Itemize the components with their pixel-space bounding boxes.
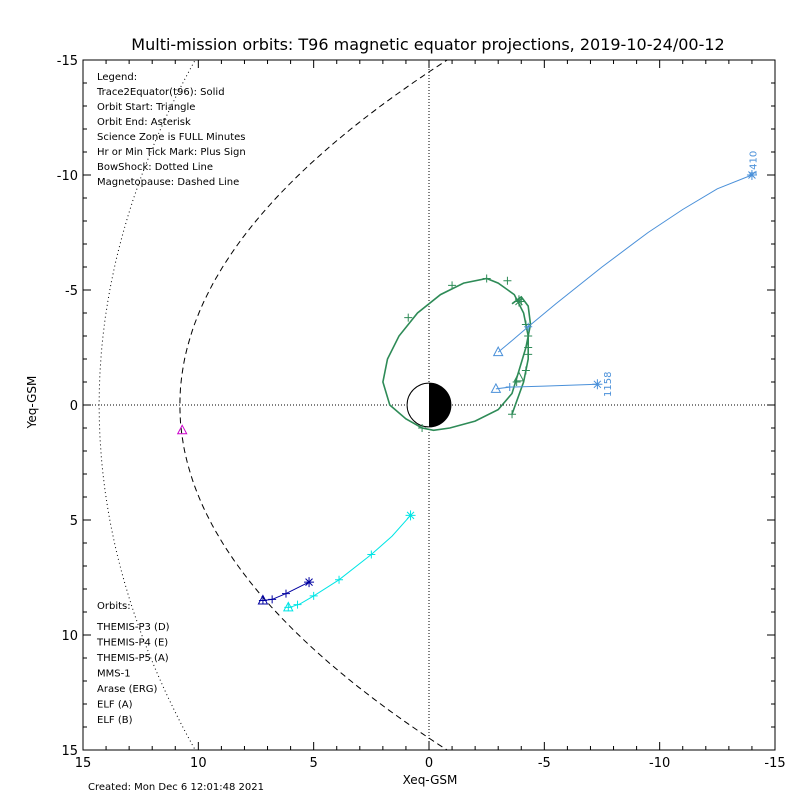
series-0-end-marker	[405, 510, 416, 521]
series-3-tick-mark-9	[418, 424, 427, 432]
legend-line-5: Hr or Min Tick Mark: Plus Sign	[97, 147, 246, 158]
series-1-tick-mark-1	[268, 595, 277, 604]
x-tick-label: 10	[190, 756, 207, 771]
legend-line-0: Legend:	[97, 72, 137, 83]
x-tick-label: -10	[649, 756, 670, 771]
y-tick-label: -15	[57, 54, 78, 69]
plot-content	[83, 60, 775, 750]
x-tick-label: 15	[75, 756, 92, 771]
series-3-end-marker	[513, 296, 524, 307]
created-text: Created: Mon Dec 6 12:01:48 2021	[88, 782, 264, 793]
orbits-header: Orbits:	[97, 601, 131, 612]
series-3-start-marker	[513, 371, 525, 382]
orbit-time-annotation-0: 1410	[749, 151, 760, 176]
legend-line-1: Trace2Equator(t96): Solid	[96, 87, 225, 98]
series-3-tick-mark-1	[521, 366, 530, 375]
y-tick-label: 0	[70, 399, 78, 414]
series-3-tick-mark-12	[524, 332, 533, 340]
orbit-legend-entry-6: ELF (B)	[97, 715, 133, 726]
series-0-start-marker	[282, 601, 294, 612]
chart-title: Multi-mission orbits: T96 magnetic equat…	[131, 35, 724, 54]
series-3-tick-mark-5	[503, 276, 512, 285]
orbit-time-annotation-1: 1158	[603, 372, 614, 397]
series-0-tick-mark-3	[335, 575, 344, 584]
y-axis-label: Yeq-GSM	[25, 376, 39, 430]
legend-line-2: Orbit Start: Triangle	[97, 102, 195, 113]
series-4-start-marker	[492, 346, 504, 357]
series-0-tick-mark-2	[309, 591, 318, 600]
orbit-legend-entry-3: MMS-1	[97, 669, 131, 680]
bow-shock-line	[98, 60, 196, 750]
y-tick-label: -10	[57, 169, 78, 184]
legend-line-7: Magnetopause: Dashed Line	[97, 177, 239, 188]
orbit-legend-entry-5: ELF (A)	[97, 700, 133, 711]
x-axis-label: Xeq-GSM	[403, 773, 458, 787]
series-4-tick-mark-0	[524, 322, 533, 331]
series-3-tick-mark-11	[524, 350, 533, 359]
y-tick-label: 15	[61, 744, 78, 759]
series-3-orbit-line	[382, 277, 532, 432]
series-5-end-marker	[592, 379, 603, 390]
legend-line-6: BowShock: Dotted Line	[97, 162, 213, 173]
series-0-tick-mark-1	[293, 600, 302, 609]
series-3-tick-mark-8	[404, 313, 413, 322]
series-2-start-marker	[176, 424, 188, 435]
x-tick-label: -15	[764, 756, 785, 771]
orbit-legend-entry-2: THEMIS-P5 (A)	[96, 653, 169, 664]
series-5-orbit-line	[495, 383, 598, 390]
x-tick-label: 5	[310, 756, 318, 771]
series-5-start-marker	[490, 382, 502, 393]
series-1-end-marker	[304, 577, 315, 588]
legend-line-4: Science Zone is FULL Minutes	[97, 132, 246, 143]
y-tick-label: 10	[61, 629, 78, 644]
y-tick-label: -5	[65, 284, 78, 299]
series-3-tick-mark-2	[524, 343, 533, 352]
series-5-tick-mark-0	[505, 383, 514, 392]
series-4-orbit-line	[497, 174, 753, 353]
legend-line-3: Orbit End: Asterisk	[97, 117, 191, 128]
series-4-end-marker	[746, 170, 757, 180]
x-tick-label: -5	[538, 756, 551, 771]
series-0-orbit-line	[288, 515, 411, 608]
series-3-tick-mark-7	[448, 281, 457, 290]
series-3-tick-mark-10	[512, 378, 521, 386]
series-0-tick-mark-4	[367, 550, 376, 559]
orbit-legend-entry-4: Arase (ERG)	[97, 684, 158, 695]
orbit-legend-entry-1: THEMIS-P4 (E)	[96, 638, 168, 649]
orbit-legend-entry-0: THEMIS-P3 (D)	[96, 622, 170, 633]
series-1-start-marker	[257, 594, 269, 605]
earth-nightside	[429, 383, 451, 427]
y-tick-label: 5	[70, 514, 78, 529]
series-3-tick-mark-0	[508, 410, 517, 419]
x-tick-label: 0	[425, 756, 433, 771]
series-3-tick-mark-6	[482, 274, 491, 283]
series-1-tick-mark-2	[281, 589, 290, 598]
